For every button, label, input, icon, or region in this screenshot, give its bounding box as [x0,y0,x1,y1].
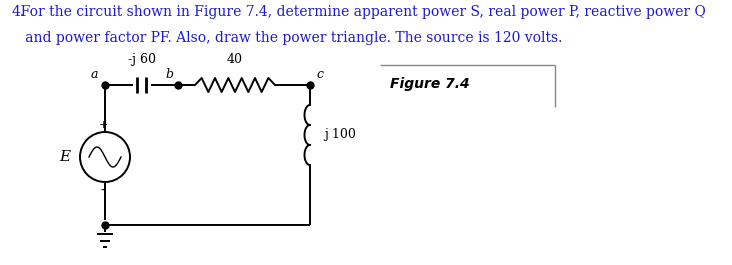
Text: Figure 7.4: Figure 7.4 [390,77,470,91]
Text: E: E [59,150,70,164]
Text: 4.: 4. [12,5,25,19]
Text: c: c [316,68,323,81]
Text: +: + [98,120,108,130]
Text: -: - [100,184,105,198]
Text: For the circuit shown in Figure 7.4, determine apparent power S, real power P, r: For the circuit shown in Figure 7.4, det… [12,5,706,19]
Text: 40: 40 [227,53,243,66]
Text: a: a [91,68,98,81]
Text: -j 60: -j 60 [128,53,156,66]
Text: and power factor PF. Also, draw the power triangle. The source is 120 volts.: and power factor PF. Also, draw the powe… [12,31,562,45]
Text: b: b [165,68,173,81]
Text: j 100: j 100 [324,129,356,142]
